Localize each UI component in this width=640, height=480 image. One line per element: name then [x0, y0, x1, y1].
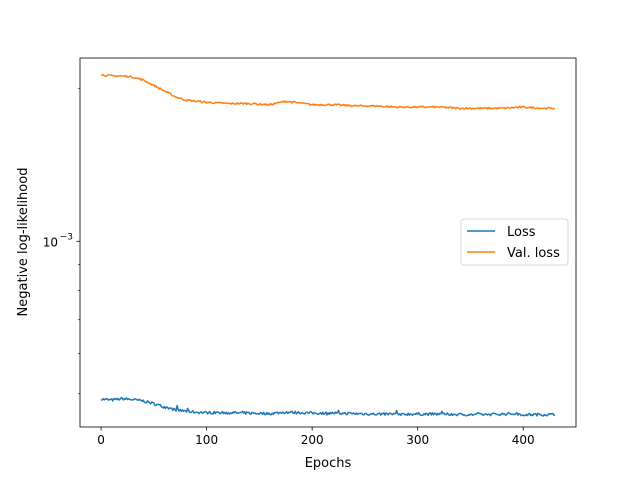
legend: Loss Val. loss [460, 218, 569, 266]
x-tick-label: 0 [97, 433, 105, 447]
legend-label-loss: Loss [507, 225, 536, 240]
series-line-val-loss [100, 74, 556, 110]
x-tick-label: 400 [512, 433, 535, 447]
legend-label-val-loss: Val. loss [507, 246, 560, 261]
x-tick-label: 200 [301, 433, 324, 447]
y-tick-label-exponent: −3 [60, 232, 73, 242]
x-axis-label: Epochs [305, 456, 352, 471]
x-tick-label: 300 [406, 433, 429, 447]
x-tick-label: 100 [195, 433, 218, 447]
series-lines [100, 74, 556, 417]
y-axis-label: Negative log-likelihood [16, 168, 31, 317]
series-line-loss [100, 396, 556, 417]
axes-frame [79, 57, 577, 428]
y-tick-label: 10 [43, 235, 58, 249]
axis-ticks: 0 100 200 300 400 10 −3 [43, 88, 535, 447]
